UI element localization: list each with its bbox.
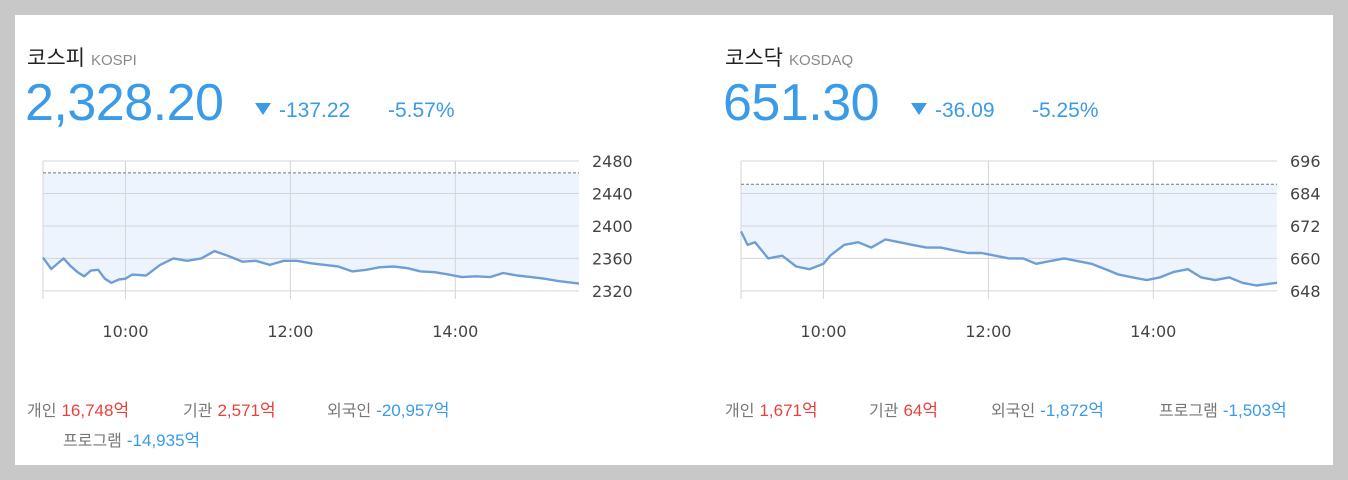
kospi-panel[interactable]: 코스피 KOSPI 2,328.20 -137.22 -5.57% 2480 244… xyxy=(15,15,655,465)
flow-value: 1,671억 xyxy=(759,401,818,420)
investor-flow-foreign: 외국인 -20,957억 xyxy=(327,396,449,421)
x-tick-label: 10:00 xyxy=(800,322,846,341)
index-code: KOSDAQ xyxy=(788,52,854,69)
flow-value: -20,957억 xyxy=(376,401,450,420)
index-change: -137.22 xyxy=(255,99,350,123)
x-tick-label: 14:00 xyxy=(432,322,478,341)
investor-flow-institution: 기관 2,571억 xyxy=(183,396,276,421)
area-fill xyxy=(43,172,579,284)
kospi-intraday-chart[interactable]: 2480 2440 2400 2360 2320 10:00 12:00 14:00 xyxy=(25,147,645,377)
x-tick-label: 10:00 xyxy=(102,322,148,341)
index-code: KOSPI xyxy=(90,52,137,69)
investor-flow-institution: 기관 64억 xyxy=(869,396,938,421)
flow-value: -14,935억 xyxy=(126,431,201,450)
investor-flow-individual: 개인 1,671억 xyxy=(725,396,818,421)
flow-value: 64억 xyxy=(903,401,939,420)
y-tick-label: 660 xyxy=(1290,249,1321,268)
series-line xyxy=(739,230,1278,287)
area-fill xyxy=(741,184,1277,286)
investor-flow-program: 프로그램 -1,503억 xyxy=(1159,396,1287,421)
flow-value: -1,503억 xyxy=(1222,401,1287,420)
index-change-percent: -5.25% xyxy=(1032,99,1099,122)
index-change-percent: -5.57% xyxy=(388,99,455,122)
y-tick-label: 672 xyxy=(1290,217,1321,236)
change-value: -137.22 xyxy=(279,99,351,122)
flow-label: 개인 xyxy=(27,401,57,420)
y-tick-label: 684 xyxy=(1290,184,1321,203)
flow-label: 프로그램 xyxy=(1159,401,1218,420)
y-tick-label: 648 xyxy=(1290,282,1321,301)
kosdaq-panel[interactable]: 코스닥 KOSDAQ 651.30 -36.09 -5.25% 696 684 672… xyxy=(713,15,1348,465)
index-name: 코스닥 KOSDAQ xyxy=(725,42,853,72)
index-name-korean: 코스피 xyxy=(27,46,85,70)
flow-label: 기관 xyxy=(183,401,213,420)
y-tick-label: 2400 xyxy=(592,217,633,236)
investor-flow-individual: 개인 16,748억 xyxy=(27,396,129,421)
flow-value: -1,872억 xyxy=(1040,401,1105,420)
flow-label: 외국인 xyxy=(991,401,1036,420)
y-tick-label: 2480 xyxy=(592,152,633,171)
down-triangle-icon xyxy=(911,103,927,115)
y-tick-label: 2440 xyxy=(592,184,633,203)
series-line xyxy=(42,249,580,285)
investor-flow-program: 프로그램 -14,935억 xyxy=(63,426,200,451)
x-tick-label: 14:00 xyxy=(1130,322,1176,341)
index-change: -36.09 xyxy=(911,99,995,123)
y-tick-label: 2320 xyxy=(592,282,633,301)
down-triangle-icon xyxy=(255,103,271,115)
index-name: 코스피 KOSPI xyxy=(27,42,137,72)
flow-value: 2,571억 xyxy=(217,401,276,420)
market-index-card: 코스피 KOSPI 2,328.20 -137.22 -5.57% 2480 244… xyxy=(15,15,1333,465)
investor-flow-foreign: 외국인 -1,872억 xyxy=(991,396,1104,421)
kosdaq-intraday-chart[interactable]: 696 684 672 660 648 10:00 12:00 14:00 xyxy=(723,147,1343,377)
change-value: -36.09 xyxy=(935,99,995,122)
y-tick-label: 2360 xyxy=(592,249,633,268)
flow-label: 외국인 xyxy=(327,401,372,420)
index-price: 651.30 xyxy=(723,74,880,132)
flow-label: 기관 xyxy=(869,401,899,420)
index-name-korean: 코스닥 xyxy=(725,46,783,70)
flow-value: 16,748억 xyxy=(61,401,130,420)
flow-label: 프로그램 xyxy=(63,431,122,450)
x-tick-label: 12:00 xyxy=(267,322,313,341)
x-tick-label: 12:00 xyxy=(965,322,1011,341)
index-price: 2,328.20 xyxy=(25,74,224,132)
flow-label: 개인 xyxy=(725,401,755,420)
y-tick-label: 696 xyxy=(1290,152,1321,171)
